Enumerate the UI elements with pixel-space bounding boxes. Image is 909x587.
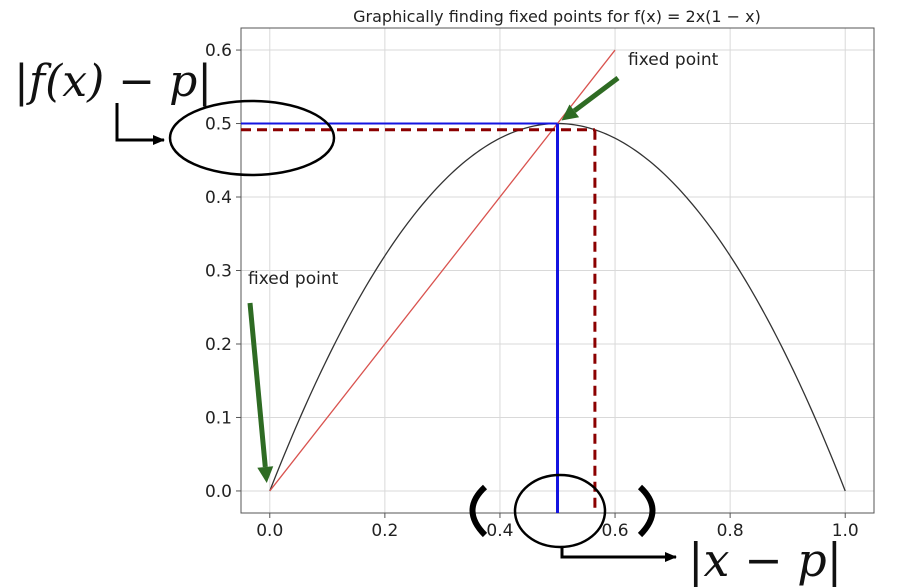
f-minus-p-ellipse [168,99,336,177]
x-tick-label: 0.0 [256,521,283,541]
x-tick-label: 0.8 [717,521,744,541]
tick-labels: 0.0 0.2 0.4 0.6 0.8 1.0 0.0 0.1 0.2 0.3 0.4 0.5 0.6 [205,41,859,541]
green-arrow-top-head [561,104,580,121]
green-arrow-origin [247,302,274,483]
green-arrow-origin-head [257,466,274,483]
x-tick-label: 0.4 [486,521,513,541]
chart-title: Graphically finding fixed points for f(x… [353,7,761,26]
x-minus-p-pointer-arrow [560,547,677,562]
y-tick-label: 0.2 [205,335,232,355]
x-minus-p-ellipse [513,473,607,549]
y-tick-label: 0.6 [205,41,232,61]
y-tick-label: 0.1 [205,408,232,428]
x-tick-label: 1.0 [832,521,859,541]
y-tick-label: 0.5 [205,115,232,135]
x-minus-p-label: |x − p| [688,533,842,587]
f-minus-p-pointer-arrow [115,103,165,145]
annotation-layer: fixed point fixed point [247,50,719,483]
y-tick-label: 0.4 [205,188,232,208]
y-tick-label: 0.0 [205,482,232,502]
y-tick-label: 0.3 [205,262,232,282]
x-tick-label: 0.6 [602,521,629,541]
guide-lines [241,122,597,513]
f-minus-p-label: |f(x) − p| [14,56,212,107]
green-arrow-top-shaft [572,76,620,113]
green-arrow-top [561,76,620,121]
fixed-point-label-top: fixed point [628,50,719,70]
x-tick-label: 0.2 [371,521,398,541]
green-arrow-origin-shaft [247,302,268,468]
left-paren [469,484,488,538]
right-paren [637,484,656,538]
fixed-point-label-origin: fixed point [248,269,339,289]
